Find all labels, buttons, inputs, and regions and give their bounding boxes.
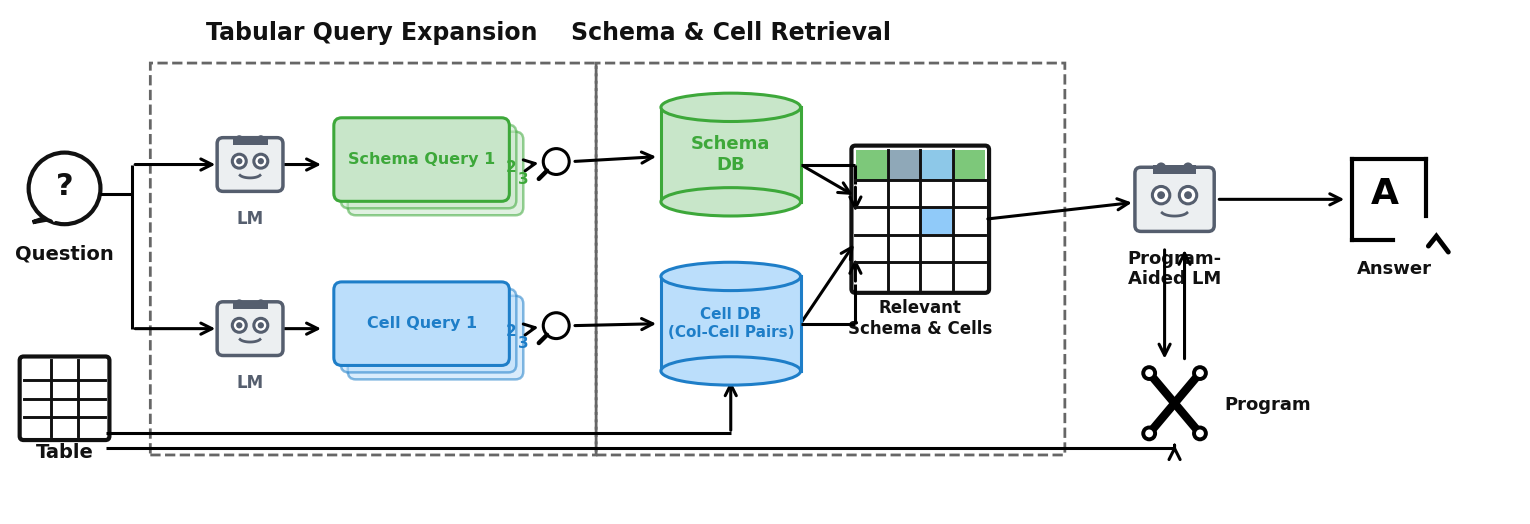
FancyBboxPatch shape bbox=[341, 289, 516, 373]
Circle shape bbox=[1183, 162, 1193, 172]
Text: LM: LM bbox=[237, 374, 263, 392]
FancyBboxPatch shape bbox=[334, 118, 509, 201]
Text: 2: 2 bbox=[506, 324, 517, 339]
Text: 3: 3 bbox=[519, 172, 529, 187]
Bar bbox=[855, 150, 887, 180]
Circle shape bbox=[1146, 430, 1154, 438]
FancyBboxPatch shape bbox=[347, 296, 523, 379]
Circle shape bbox=[254, 154, 268, 168]
Bar bbox=[661, 277, 800, 371]
Circle shape bbox=[543, 149, 569, 174]
Ellipse shape bbox=[661, 93, 800, 122]
Circle shape bbox=[257, 299, 265, 307]
Bar bbox=[1152, 166, 1196, 174]
Circle shape bbox=[1192, 365, 1207, 381]
Polygon shape bbox=[32, 210, 66, 222]
Circle shape bbox=[236, 158, 242, 165]
Circle shape bbox=[236, 322, 242, 329]
Text: Relevant
Schema & Cells: Relevant Schema & Cells bbox=[848, 299, 993, 338]
Circle shape bbox=[1146, 369, 1154, 377]
Circle shape bbox=[254, 319, 268, 332]
Circle shape bbox=[1157, 162, 1166, 172]
Text: 2: 2 bbox=[506, 160, 517, 175]
Bar bbox=[233, 137, 268, 145]
Text: LM: LM bbox=[237, 210, 263, 228]
Circle shape bbox=[543, 313, 569, 339]
Circle shape bbox=[236, 299, 243, 307]
Circle shape bbox=[233, 154, 246, 168]
Text: Program: Program bbox=[1224, 396, 1311, 414]
Circle shape bbox=[257, 158, 265, 165]
Text: Question: Question bbox=[15, 245, 113, 264]
Circle shape bbox=[257, 135, 265, 143]
Ellipse shape bbox=[661, 262, 800, 291]
Text: Cell DB
(Col-Cell Pairs): Cell DB (Col-Cell Pairs) bbox=[667, 308, 794, 340]
Bar bbox=[953, 150, 985, 180]
Circle shape bbox=[1141, 365, 1157, 381]
Text: ?: ? bbox=[55, 172, 73, 201]
Text: Cell Query 1: Cell Query 1 bbox=[367, 316, 477, 331]
Text: 3: 3 bbox=[519, 336, 529, 351]
Circle shape bbox=[236, 135, 243, 143]
Text: Tabular Query Expansion: Tabular Query Expansion bbox=[207, 21, 537, 45]
Text: Schema
DB: Schema DB bbox=[692, 135, 771, 174]
Bar bbox=[921, 150, 952, 180]
Circle shape bbox=[1196, 430, 1204, 438]
FancyBboxPatch shape bbox=[1135, 167, 1215, 232]
Circle shape bbox=[1192, 425, 1207, 441]
Circle shape bbox=[257, 322, 265, 329]
Text: Table: Table bbox=[35, 443, 93, 463]
Circle shape bbox=[1180, 187, 1196, 204]
Circle shape bbox=[1152, 187, 1170, 204]
Text: A: A bbox=[1371, 177, 1398, 211]
Bar bbox=[233, 301, 268, 309]
Circle shape bbox=[1157, 191, 1164, 199]
FancyBboxPatch shape bbox=[851, 146, 988, 293]
Bar bbox=[889, 150, 920, 180]
Circle shape bbox=[1141, 425, 1157, 441]
Ellipse shape bbox=[661, 188, 800, 216]
FancyBboxPatch shape bbox=[217, 138, 283, 191]
Bar bbox=[661, 107, 800, 202]
Circle shape bbox=[233, 319, 246, 332]
Text: Schema Query 1: Schema Query 1 bbox=[347, 152, 496, 167]
Circle shape bbox=[1196, 369, 1204, 377]
FancyBboxPatch shape bbox=[20, 356, 110, 440]
Text: Answer: Answer bbox=[1357, 260, 1432, 278]
Text: Program-
Aided LM: Program- Aided LM bbox=[1128, 249, 1221, 288]
FancyBboxPatch shape bbox=[341, 125, 516, 208]
FancyBboxPatch shape bbox=[334, 282, 509, 365]
FancyBboxPatch shape bbox=[217, 302, 283, 355]
Circle shape bbox=[1184, 191, 1192, 199]
FancyBboxPatch shape bbox=[347, 132, 523, 215]
Ellipse shape bbox=[661, 357, 800, 385]
Circle shape bbox=[29, 152, 101, 224]
Bar bbox=[921, 208, 952, 234]
Text: Schema & Cell Retrieval: Schema & Cell Retrieval bbox=[571, 21, 890, 45]
